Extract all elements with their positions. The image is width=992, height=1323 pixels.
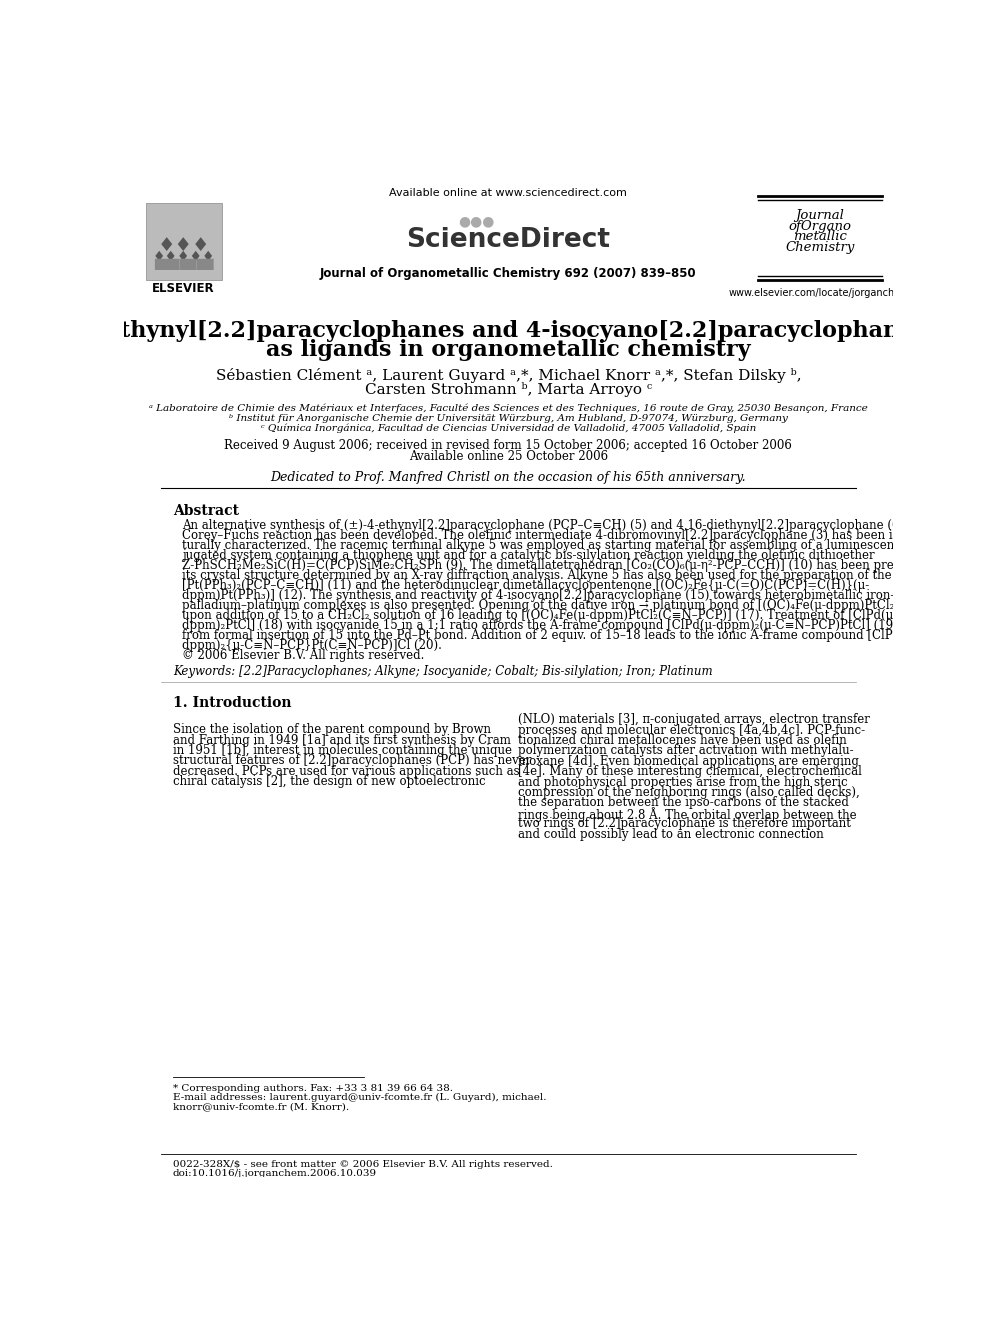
Text: metallic: metallic [793,230,847,243]
Text: ELSEVIER: ELSEVIER [153,282,215,295]
Text: Sébastien Clément ᵃ, Laurent Guyard ᵃ,*, Michael Knorr ᵃ,*, Stefan Dilsky ᵇ,: Sébastien Clément ᵃ, Laurent Guyard ᵃ,*,… [215,368,802,384]
Text: Available online 25 October 2006: Available online 25 October 2006 [409,450,608,463]
Text: 1. Introduction: 1. Introduction [173,696,292,710]
Text: two rings of [2.2]paracyclophane is therefore important: two rings of [2.2]paracyclophane is ther… [518,818,850,830]
Text: and photophysical properties arise from the high steric: and photophysical properties arise from … [518,775,847,789]
Text: tionalized chiral metallocenes have been used as olefin: tionalized chiral metallocenes have been… [518,734,846,747]
Text: from formal insertion of 15 into the Pd–Pt bond. Addition of 2 equiv. of 15–18 l: from formal insertion of 15 into the Pd–… [183,630,917,642]
Text: (NLO) materials [3], π-conjugated arrays, electron transfer: (NLO) materials [3], π-conjugated arrays… [518,713,870,726]
Text: and could possibly lead to an electronic connection: and could possibly lead to an electronic… [518,827,823,840]
Text: ScienceDirect: ScienceDirect [407,226,610,253]
Text: Corey–Fuchs reaction has been developed. The olefinic intermediate 4-dibromoviny: Corey–Fuchs reaction has been developed.… [183,529,992,542]
FancyBboxPatch shape [146,204,221,280]
Text: jugated system containing a thiophene unit and for a catalytic bis-silylation re: jugated system containing a thiophene un… [183,549,875,562]
Text: chiral catalysis [2], the design of new optoelectronic: chiral catalysis [2], the design of new … [173,775,485,789]
Text: Abstract: Abstract [173,504,239,517]
Text: Received 9 August 2006; received in revised form 15 October 2006; accepted 16 Oc: Received 9 August 2006; received in revi… [224,439,793,452]
Text: Carsten Strohmann ᵇ, Marta Arroyo ᶜ: Carsten Strohmann ᵇ, Marta Arroyo ᶜ [365,382,652,397]
Text: Chemistry: Chemistry [786,241,855,254]
Text: 0022-328X/$ - see front matter © 2006 Elsevier B.V. All rights reserved.: 0022-328X/$ - see front matter © 2006 El… [173,1160,553,1168]
Text: Journal of Organometallic Chemistry 692 (2007) 839–850: Journal of Organometallic Chemistry 692 … [320,266,696,279]
Text: dppm)Pt(PPh₃)] (12). The synthesis and reactivity of 4-isocyano[2.2]paracyclopha: dppm)Pt(PPh₃)] (12). The synthesis and r… [183,589,975,602]
Text: palladium–platinum complexes is also presented. Opening of the dative iron → pla: palladium–platinum complexes is also pre… [183,599,984,613]
Text: compression of the neighboring rings (also called decks),: compression of the neighboring rings (al… [518,786,859,799]
Text: upon addition of 15 to a CH₂Cl₂ solution of 16 leading to [(OC)₄Fe(μ-dppm)PtCl₂(: upon addition of 15 to a CH₂Cl₂ solution… [183,609,898,622]
Text: as ligands in organometallic chemistry: as ligands in organometallic chemistry [266,339,751,361]
Text: doi:10.1016/j.jorganchem.2006.10.039: doi:10.1016/j.jorganchem.2006.10.039 [173,1170,377,1177]
Text: Keywords: [2.2]Paracyclophanes; Alkyne; Isocyanide; Cobalt; Bis-silylation; Iron: Keywords: [2.2]Paracyclophanes; Alkyne; … [173,665,712,679]
Text: decreased. PCPs are used for various applications such as: decreased. PCPs are used for various app… [173,765,520,778]
Text: Since the isolation of the parent compound by Brown: Since the isolation of the parent compou… [173,724,491,736]
Text: Available online at www.sciencedirect.com: Available online at www.sciencedirect.co… [390,188,627,198]
Text: ᵃ Laboratoire de Chimie des Matériaux et Interfaces, Faculté des Sciences et des: ᵃ Laboratoire de Chimie des Matériaux et… [149,404,868,413]
Text: [Pt(PPh₃)₂(PCP–C≡CH)] (11) and the heterodinuclear dimetallacyclopentenone [(OC): [Pt(PPh₃)₂(PCP–C≡CH)] (11) and the heter… [183,579,869,593]
Text: dppm)₂PtCl] (18) with isocyanide 15 in a 1:1 ratio affords the A-frame compound : dppm)₂PtCl] (18) with isocyanide 15 in a… [183,619,958,632]
Text: Journal: Journal [796,209,844,222]
Text: ofOrgano: ofOrgano [789,220,851,233]
Text: Ethynyl[2.2]paracyclophanes and 4-isocyano[2.2]paracyclophane: Ethynyl[2.2]paracyclophanes and 4-isocya… [103,320,914,343]
Text: rings being about 2.8 Å. The orbital overlap between the: rings being about 2.8 Å. The orbital ove… [518,807,856,822]
Text: processes and molecular electronics [4a,4b,4c]. PCP-func-: processes and molecular electronics [4a,… [518,724,865,737]
Text: dppm)₂{μ-C≡N–PCP}Pt(C≡N–PCP)]Cl (20).: dppm)₂{μ-C≡N–PCP}Pt(C≡N–PCP)]Cl (20). [183,639,442,652]
Text: E-mail addresses: laurent.guyard@univ-fcomte.fr (L. Guyard), michael.: E-mail addresses: laurent.guyard@univ-fc… [173,1093,547,1102]
Text: © 2006 Elsevier B.V. All rights reserved.: © 2006 Elsevier B.V. All rights reserved… [183,650,425,663]
Text: polymerization catalysts after activation with methylalu-: polymerization catalysts after activatio… [518,745,853,757]
Text: knorr@univ-fcomte.fr (M. Knorr).: knorr@univ-fcomte.fr (M. Knorr). [173,1102,349,1111]
Text: the separation between the ipso-carbons of the stacked: the separation between the ipso-carbons … [518,796,848,810]
Text: in 1951 [1b], interest in molecules containing the unique: in 1951 [1b], interest in molecules cont… [173,744,512,757]
Text: ♦♦♦♦♦: ♦♦♦♦♦ [153,250,215,263]
Text: and Farthing in 1949 [1a] and its first synthesis by Cram: and Farthing in 1949 [1a] and its first … [173,733,511,746]
Text: ᵇ Institut für Anorganische Chemie der Universität Würzburg, Am Hubland, D-97074: ᵇ Institut für Anorganische Chemie der U… [229,414,788,422]
Text: Z-PhSCH₂Me₂SiC(H)=C(PCP)SiMe₂CH₂SPh (9). The dimetallatetrahedran [Co₂(CO)₆(μ-η²: Z-PhSCH₂Me₂SiC(H)=C(PCP)SiMe₂CH₂SPh (9).… [183,560,954,572]
Text: www.elsevier.com/locate/jorganchem: www.elsevier.com/locate/jorganchem [729,288,911,298]
Text: ᶜ Química Inorgánica, Facultad de Ciencias Universidad de Valladolid, 47005 Vall: ᶜ Química Inorgánica, Facultad de Cienci… [261,423,756,433]
Text: turally characterized. The racemic terminal alkyne 5 was employed as starting ma: turally characterized. The racemic termi… [183,540,992,552]
Text: ●●●: ●●● [458,214,495,228]
Text: its crystal structure determined by an X-ray diffraction analysis. Alkyne 5 has : its crystal structure determined by an X… [183,569,978,582]
Text: structural features of [2.2]paracyclophanes (PCP) has never: structural features of [2.2]paracyclopha… [173,754,531,767]
Text: An alternative synthesis of (±)-4-ethynyl[2.2]paracyclophane (PCP–C≡CH) (5) and : An alternative synthesis of (±)-4-ethyny… [183,519,948,532]
Text: Dedicated to Prof. Manfred Christl on the occasion of his 65th anniversary.: Dedicated to Prof. Manfred Christl on th… [271,471,746,484]
Text: ♦♦♦: ♦♦♦ [158,235,210,255]
Text: moxane [4d]. Even biomedical applications are emerging: moxane [4d]. Even biomedical application… [518,754,858,767]
Text: [4e]. Many of these interesting chemical, electrochemical: [4e]. Many of these interesting chemical… [518,765,862,778]
Text: ███████: ███████ [154,259,213,270]
Text: * Corresponding authors. Fax: +33 3 81 39 66 64 38.: * Corresponding authors. Fax: +33 3 81 3… [173,1084,452,1093]
